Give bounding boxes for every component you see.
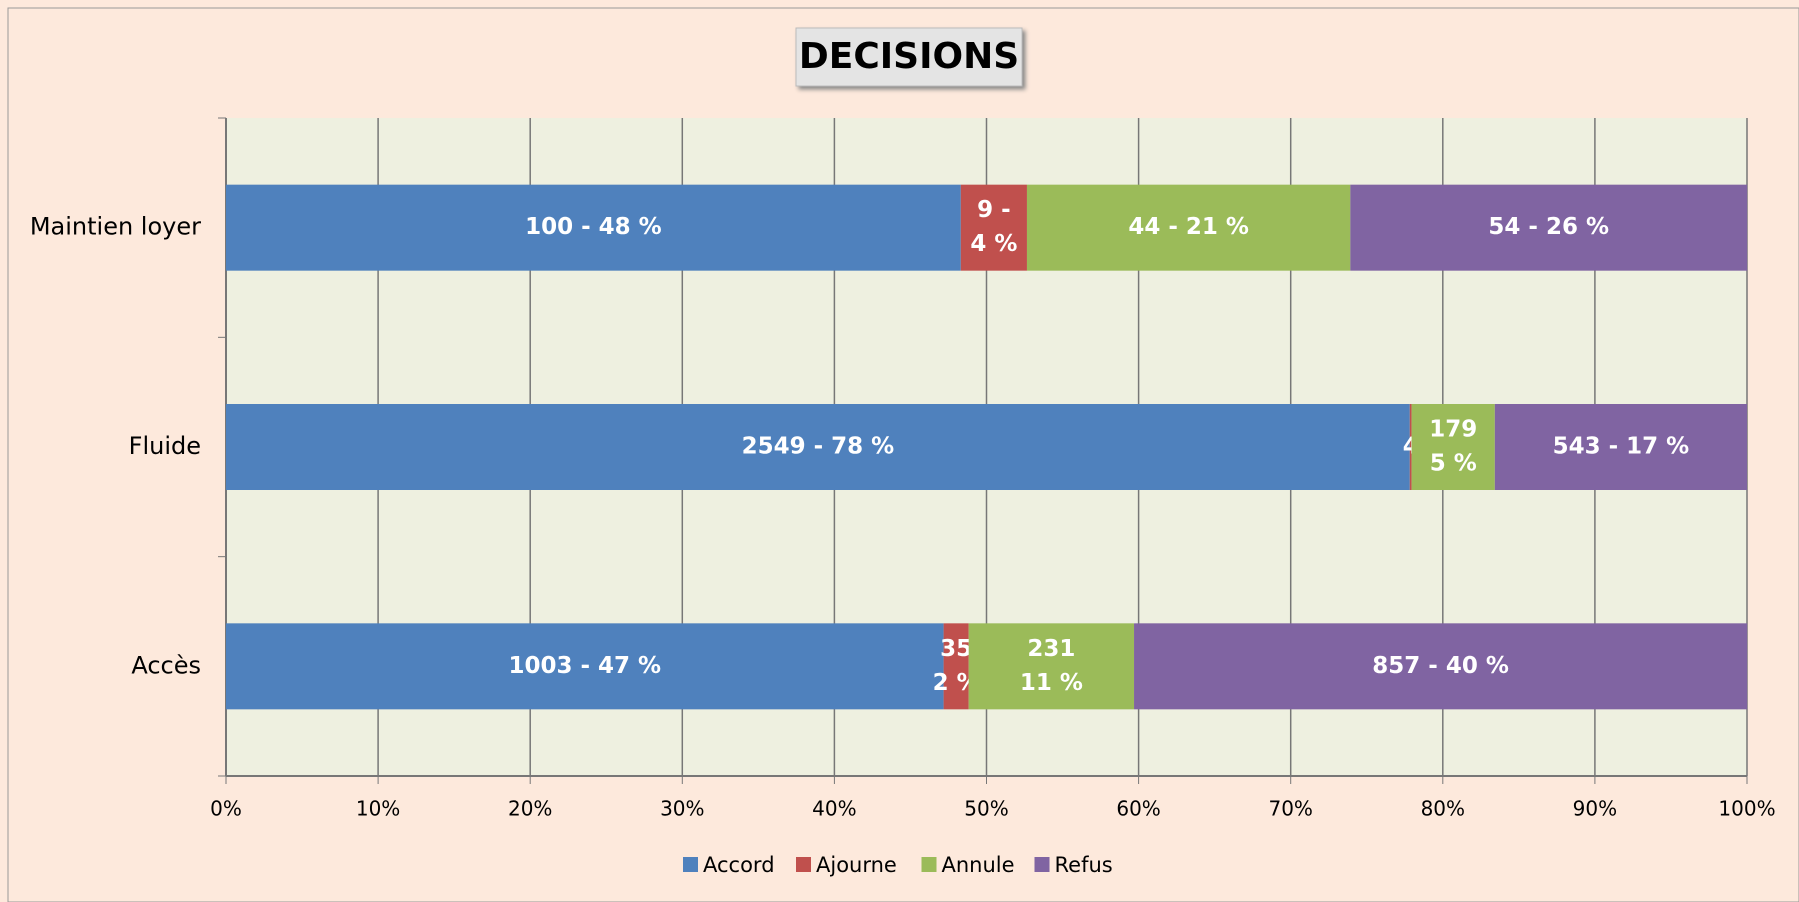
x-tick-label: 40%: [812, 797, 856, 821]
legend-swatch: [796, 857, 811, 872]
y-tick-label: Fluide: [129, 432, 201, 460]
y-tick-label: Maintien loyer: [30, 213, 201, 241]
bar-segment: [943, 623, 969, 710]
bar-segment: [1134, 623, 1748, 710]
data-label: 35: [940, 636, 972, 662]
y-tick-label: Accès: [131, 651, 201, 679]
data-label: 5 %: [1430, 451, 1477, 477]
data-label: 1003 - 47 %: [508, 653, 661, 679]
bar-segment: [1026, 184, 1351, 271]
bar-segment: [968, 623, 1135, 710]
bar-segment: [226, 184, 961, 271]
x-tick-label: 30%: [660, 797, 704, 821]
chart-title: DECISIONS: [799, 36, 1019, 77]
bar-segment: [960, 184, 1027, 271]
data-label: 857 - 40 %: [1372, 653, 1509, 679]
x-tick-label: 20%: [508, 797, 552, 821]
x-tick-label: 70%: [1268, 797, 1312, 821]
bar-segment: [1411, 404, 1495, 490]
bar-segment: [226, 404, 1410, 490]
legend-label: Accord: [703, 853, 775, 877]
data-label: 543 - 17 %: [1553, 434, 1690, 460]
legend-swatch: [921, 857, 937, 872]
legend-label: Annule: [942, 853, 1015, 877]
data-label: 4 %: [970, 231, 1017, 257]
data-label: 100 - 48 %: [525, 214, 662, 240]
data-label: 54 - 26 %: [1488, 214, 1609, 240]
legend-swatch: [683, 857, 698, 872]
x-tick-label: 90%: [1573, 797, 1617, 821]
legend-label: Refus: [1055, 853, 1113, 877]
legend-swatch: [1034, 857, 1050, 872]
title-box: [795, 27, 1023, 87]
x-tick-label: 10%: [356, 797, 400, 821]
x-tick-label: 60%: [1116, 797, 1160, 821]
bar-segment: [1409, 404, 1412, 490]
data-label: 2549 - 78 %: [742, 434, 895, 460]
bar-segment: [1494, 404, 1747, 490]
data-label: 11 %: [1020, 670, 1083, 696]
legend-label: Ajourne: [816, 853, 897, 877]
x-tick-label: 80%: [1421, 797, 1465, 821]
x-tick-label: 50%: [964, 797, 1008, 821]
x-tick-label: 100%: [1718, 797, 1775, 821]
data-label: 231: [1027, 636, 1075, 662]
x-tick-label: 0%: [210, 797, 242, 821]
data-label: 44 - 21 %: [1128, 214, 1249, 240]
data-label: 9 -: [977, 197, 1011, 223]
data-label: 179: [1429, 417, 1477, 443]
bar-segment: [1350, 184, 1748, 271]
bar-segment: [226, 623, 944, 710]
